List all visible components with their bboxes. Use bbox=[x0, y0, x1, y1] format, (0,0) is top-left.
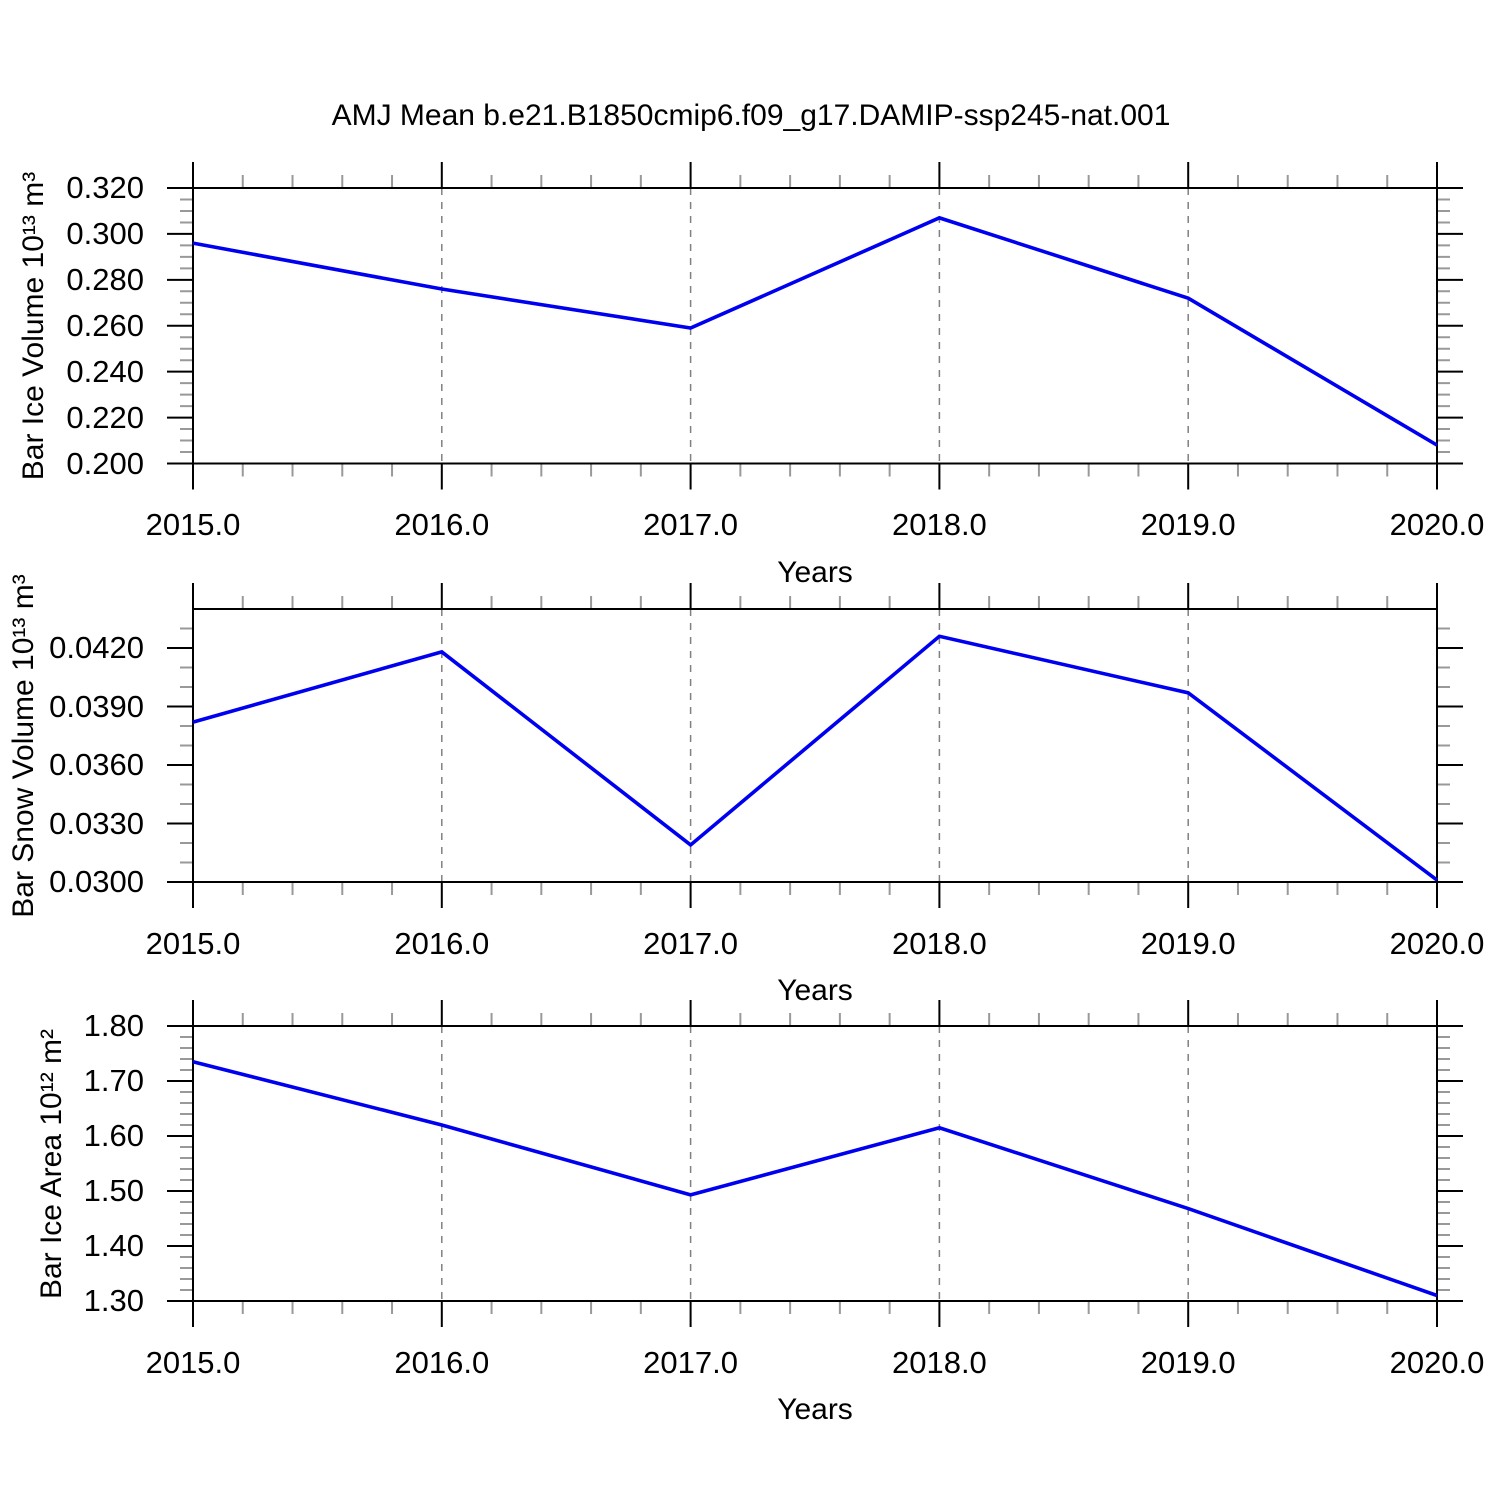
major-ticks bbox=[167, 1000, 1463, 1327]
x-axis-title: Years bbox=[777, 974, 853, 1007]
y-tick-label: 1.70 bbox=[83, 1063, 144, 1098]
gridlines bbox=[441, 1026, 1189, 1301]
x-tick-label: 2017.0 bbox=[643, 507, 739, 542]
y-tick-label: 1.80 bbox=[83, 1008, 144, 1043]
data-line bbox=[192, 215, 1438, 447]
y-tick-label: 1.30 bbox=[83, 1283, 144, 1318]
x-axis-title: Years bbox=[777, 1393, 853, 1426]
y-axis-title: Bar Snow Volume 10¹³ m³ bbox=[7, 573, 40, 918]
x-tick-label: 2020.0 bbox=[1389, 925, 1485, 961]
plot-border bbox=[192, 187, 1438, 465]
data-line bbox=[192, 634, 1439, 882]
y-tick-label: 0.320 bbox=[66, 170, 144, 205]
y-tick-label: 0.0300 bbox=[49, 864, 144, 899]
y-tick-label: 0.0420 bbox=[49, 630, 144, 665]
y-tick-label: 0.300 bbox=[66, 215, 144, 251]
x-axis-title: Years bbox=[777, 555, 853, 589]
minor-ticks bbox=[180, 175, 1450, 477]
y-tick-label: 0.0330 bbox=[49, 805, 144, 841]
x-tick-label: 2019.0 bbox=[1140, 507, 1236, 542]
y-tick-label: 1.60 bbox=[83, 1118, 144, 1153]
x-tick-label: 2016.0 bbox=[394, 925, 490, 961]
minor-ticks bbox=[180, 596, 1450, 895]
x-tick-label: 2017.0 bbox=[643, 925, 739, 961]
y-tick-label: 0.0360 bbox=[49, 747, 144, 782]
plot-border bbox=[192, 608, 1438, 883]
x-tick-label: 2018.0 bbox=[891, 925, 987, 961]
y-axis-title: Bar Ice Volume 10¹³ m³ bbox=[17, 171, 50, 480]
x-tick-label: 2016.0 bbox=[394, 507, 490, 542]
y-tick-label: 0.240 bbox=[66, 353, 144, 389]
x-tick-label: 2020.0 bbox=[1389, 507, 1485, 542]
x-tick-label: 2015.0 bbox=[145, 925, 241, 961]
y-axis-title: Bar Ice Area 10¹² m² bbox=[35, 1028, 68, 1299]
x-tick-label: 2017.0 bbox=[643, 1344, 739, 1380]
minor-ticks bbox=[180, 1013, 1450, 1314]
plot-border bbox=[192, 1025, 1438, 1302]
y-tick-label: 1.50 bbox=[83, 1173, 144, 1208]
major-ticks bbox=[167, 583, 1463, 908]
x-tick-label: 2016.0 bbox=[394, 1344, 490, 1380]
data-line bbox=[192, 1060, 1438, 1298]
x-tick-label: 2015.0 bbox=[145, 507, 241, 542]
y-tick-label: 0.200 bbox=[66, 445, 144, 481]
gridlines bbox=[441, 609, 1189, 882]
y-tick-label: 0.0390 bbox=[49, 688, 144, 724]
x-tick-label: 2020.0 bbox=[1389, 1344, 1485, 1380]
x-tick-label: 2019.0 bbox=[1140, 1344, 1236, 1380]
x-tick-label: 2019.0 bbox=[1140, 925, 1236, 961]
y-tick-label: 0.280 bbox=[66, 261, 144, 297]
x-tick-label: 2018.0 bbox=[891, 507, 987, 542]
major-ticks bbox=[167, 162, 1463, 490]
figure-title: AMJ Mean b.e21.B1850cmip6.f09_g17.DAMIP-… bbox=[331, 99, 1171, 132]
y-tick-label: 1.40 bbox=[83, 1228, 144, 1263]
y-tick-label: 0.260 bbox=[66, 307, 144, 343]
x-tick-label: 2018.0 bbox=[891, 1344, 987, 1380]
y-tick-label: 0.220 bbox=[66, 399, 144, 435]
gridlines bbox=[441, 188, 1189, 464]
x-tick-label: 2015.0 bbox=[145, 1344, 241, 1380]
